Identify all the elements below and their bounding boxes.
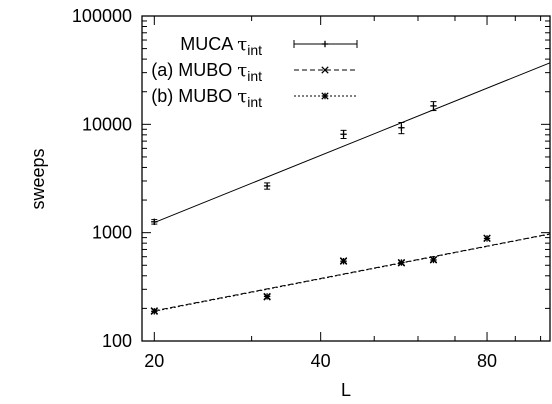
data-point-series-2 — [150, 307, 158, 315]
marker-stroke — [321, 66, 329, 74]
data-point-series-2 — [263, 292, 271, 301]
fit-line-series-2 — [154, 233, 551, 312]
x-tick-label: 40 — [311, 351, 331, 371]
y-tick-label: 10000 — [82, 114, 132, 134]
legend-label-series-0: MUCA τint — [180, 34, 262, 58]
y-axis-label: sweeps — [28, 148, 48, 209]
y-tick-label: 1000 — [92, 223, 132, 243]
y-tick-label: 100 — [102, 331, 132, 351]
x-axis-label: L — [341, 380, 351, 400]
legend-main-text: (a) MUBO — [151, 60, 237, 80]
data-point-series-2 — [397, 258, 406, 267]
ticks: 100 1000 10000 100000 20 40 80 — [72, 6, 550, 371]
data-point-series-0 — [151, 218, 158, 225]
legend-tau-symbol: τ — [237, 34, 247, 55]
marker-stroke — [150, 307, 158, 315]
legend: MUCA τint(a) MUBO τint(b) MUBO τint — [151, 34, 358, 110]
marker-stroke — [429, 256, 438, 264]
data-point-series-0 — [430, 102, 437, 110]
legend-label-series-2: (b) MUBO τint — [151, 86, 262, 110]
legend-main-text: MUCA — [180, 34, 237, 54]
y-tick-label: 100000 — [72, 6, 132, 26]
marker-stroke — [339, 257, 348, 265]
marker-stroke — [321, 92, 329, 100]
legend-tau-symbol: τ — [237, 86, 247, 107]
legend-subscript: int — [247, 94, 262, 110]
marker-stroke — [483, 234, 491, 243]
data-points — [150, 101, 491, 315]
marker-stroke — [397, 258, 406, 267]
plot-frame — [141, 15, 551, 342]
x-tick-label: 20 — [144, 351, 164, 371]
legend-subscript: int — [247, 42, 262, 58]
x-tick-label: 80 — [477, 351, 497, 371]
data-point-series-0 — [340, 131, 347, 138]
legend-marker-series-0 — [321, 40, 329, 48]
data-point-series-2 — [429, 256, 438, 264]
legend-marker-series-2 — [321, 92, 329, 100]
data-point-series-2 — [483, 234, 491, 243]
legend-main-text: (b) MUBO — [151, 86, 237, 106]
data-point-series-2 — [339, 257, 348, 265]
fit-lines — [154, 62, 551, 312]
legend-subscript: int — [247, 68, 262, 84]
legend-tau-symbol: τ — [237, 60, 247, 81]
legend-marker-series-1 — [321, 66, 329, 74]
data-point-series-0 — [398, 124, 405, 131]
legend-label-series-1: (a) MUBO τint — [151, 60, 262, 84]
data-point-series-0 — [263, 182, 271, 190]
marker-stroke — [263, 292, 271, 301]
fit-line-series-0 — [154, 62, 551, 224]
